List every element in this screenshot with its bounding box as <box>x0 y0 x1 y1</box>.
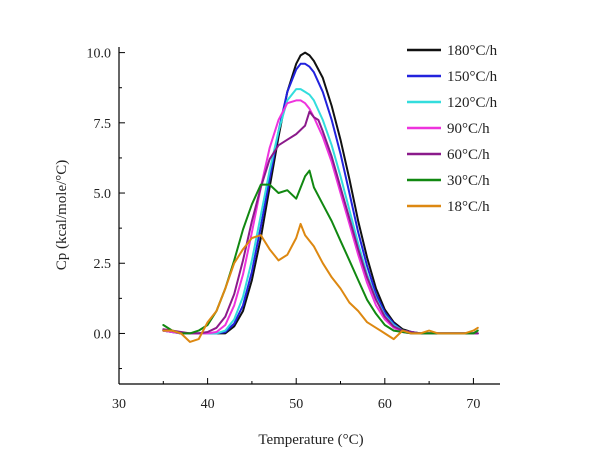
tick-layer: 30 40 50 60 70 0.0 2.5 5.0 7.5 10.0 <box>87 47 481 412</box>
y-axis-label: Cp (kcal/mole/°C) <box>54 160 70 271</box>
y-tick-label: 5.0 <box>94 187 112 202</box>
legend-label: 90°C/h <box>447 121 490 137</box>
legend: 180°C/h 150°C/h 120°C/h 90°C/h 60°C/h 30°C/h 1… <box>407 43 498 215</box>
legend-label: 60°C/h <box>447 147 490 163</box>
legend-label: 30°C/h <box>447 173 490 189</box>
x-tick-label: 40 <box>201 397 215 412</box>
y-tick-label: 2.5 <box>94 257 112 272</box>
legend-label: 180°C/h <box>447 43 498 59</box>
y-tick-label: 10.0 <box>87 47 112 62</box>
x-tick-label: 50 <box>289 397 303 412</box>
legend-label: 18°C/h <box>447 199 490 215</box>
series-line-30-rate <box>162 169 479 335</box>
x-tick-label: 60 <box>378 397 392 412</box>
series-line-18-rate <box>162 222 479 343</box>
y-tick-label: 0.0 <box>94 327 112 342</box>
series-layer <box>162 51 479 343</box>
legend-label: 120°C/h <box>447 95 498 111</box>
legend-label: 150°C/h <box>447 69 498 85</box>
plot-frame <box>118 47 500 385</box>
series-line-180-rate <box>162 51 479 335</box>
y-tick-label: 7.5 <box>94 117 112 132</box>
series-line-60-rate <box>162 110 479 335</box>
x-tick-label: 30 <box>112 397 126 412</box>
x-tick-label: 70 <box>466 397 480 412</box>
series-line-90-rate <box>162 99 479 335</box>
x-axis-label: Temperature (°C) <box>258 432 363 448</box>
